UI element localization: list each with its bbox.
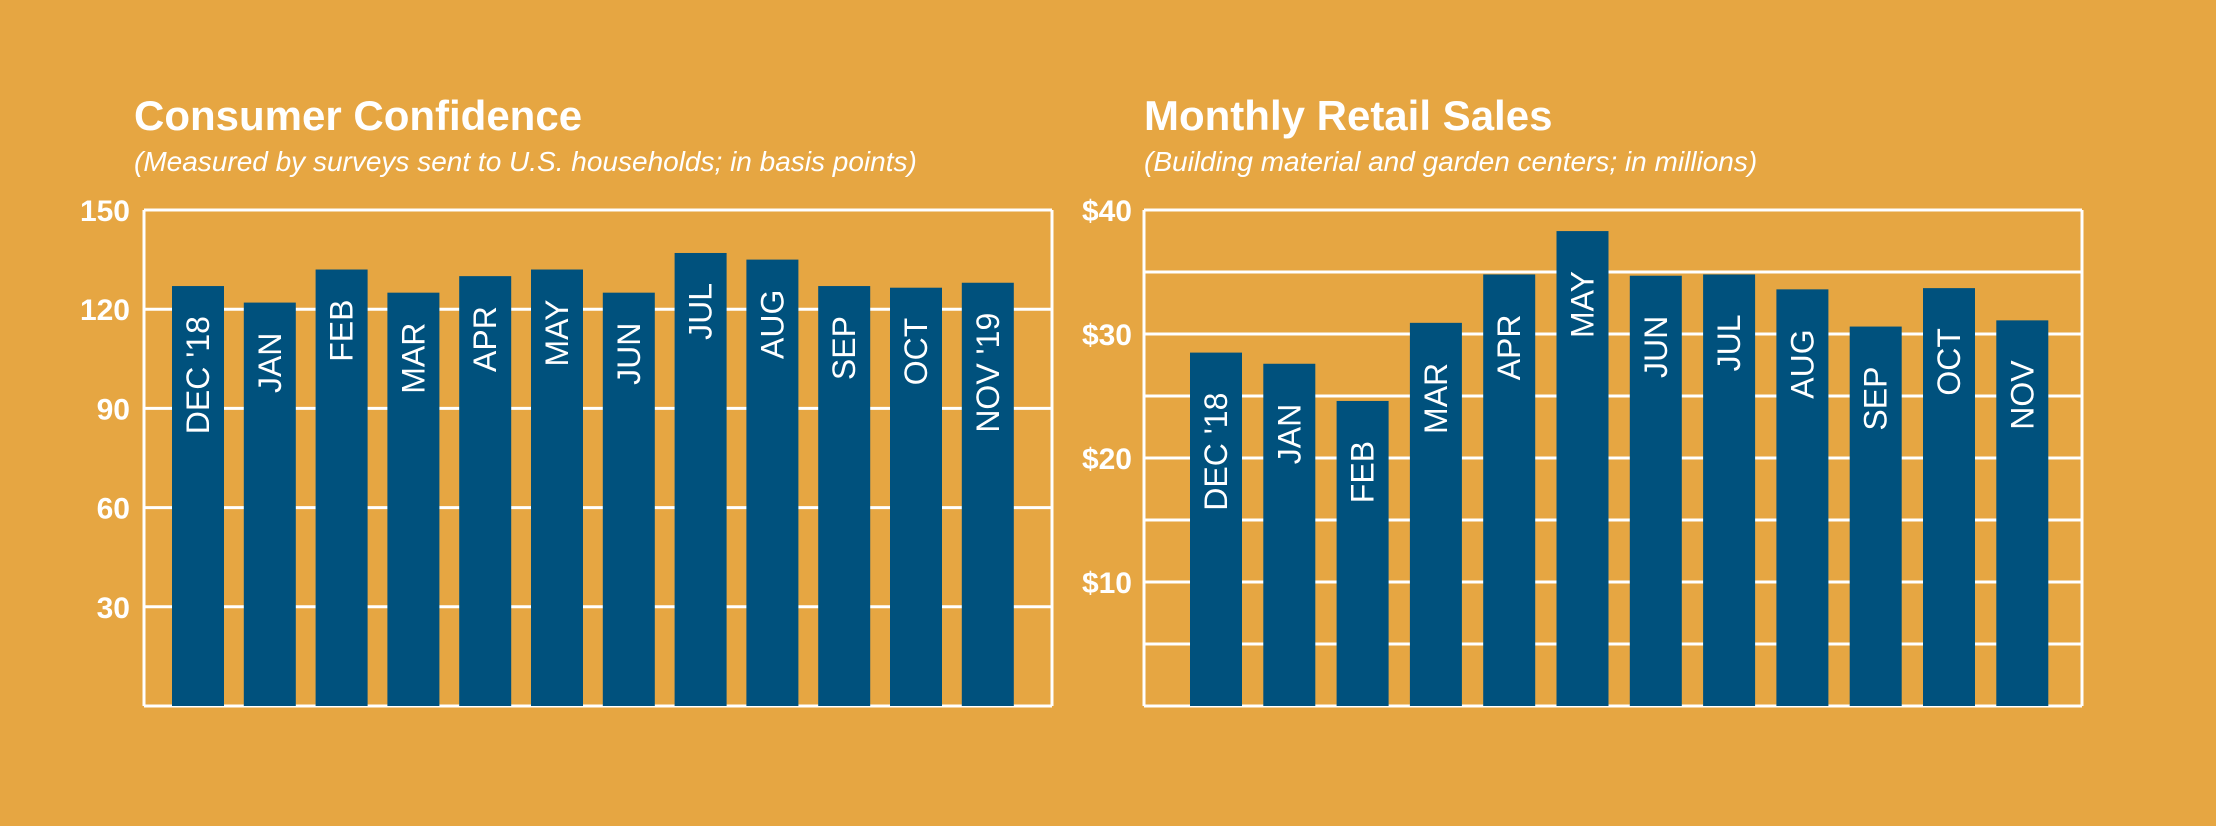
- y-tick-label: 90: [97, 393, 130, 426]
- y-tick-label: $40: [1082, 195, 1132, 228]
- bar: [387, 292, 440, 706]
- bar-category-label: MAR: [395, 323, 431, 394]
- bar-category-label: OCT: [898, 318, 934, 386]
- bar: [243, 302, 296, 706]
- bar-category-label: NOV '19: [970, 313, 1006, 433]
- chart-subtitle: (Measured by surveys sent to U.S. househ…: [134, 146, 917, 177]
- y-tick-label: 150: [80, 195, 130, 228]
- bar-category-label: SEP: [1858, 367, 1894, 431]
- bar: [459, 276, 512, 706]
- chart-title: Monthly Retail Sales: [1144, 92, 1553, 139]
- y-tick-label: 30: [97, 592, 130, 625]
- bar: [602, 292, 655, 706]
- bar-category-label: JAN: [1271, 404, 1307, 464]
- bar-category-label: OCT: [1931, 328, 1967, 396]
- bar: [1923, 288, 1975, 706]
- bar-category-label: MAY: [1565, 271, 1601, 338]
- bar: [1336, 400, 1389, 706]
- bar: [1629, 275, 1682, 706]
- bar: [674, 252, 727, 706]
- bar-category-label: FEB: [324, 300, 360, 362]
- bar-category-label: JUN: [611, 323, 647, 385]
- bar: [1556, 231, 1609, 706]
- bar: [1409, 322, 1462, 706]
- bar-category-label: MAY: [539, 300, 575, 367]
- bar-category-label: AUG: [754, 290, 790, 359]
- bar: [315, 269, 368, 706]
- bar: [1996, 320, 2049, 706]
- bar-category-label: JUL: [683, 283, 719, 340]
- bar: [1776, 289, 1829, 706]
- bar: [1263, 363, 1316, 706]
- y-tick-label: 120: [80, 294, 130, 327]
- bar: [172, 286, 224, 706]
- y-tick-label: $20: [1082, 443, 1132, 476]
- bar-category-label: APR: [467, 306, 503, 372]
- bar: [746, 259, 799, 706]
- bar: [531, 269, 583, 706]
- y-tick-label: 60: [97, 493, 130, 526]
- chart-subtitle: (Building material and garden centers; i…: [1144, 146, 1758, 177]
- bar-category-label: FEB: [1345, 441, 1381, 503]
- bar: [1703, 274, 1756, 706]
- bar-category-label: JUN: [1638, 316, 1674, 378]
- y-tick-label: $10: [1082, 567, 1132, 600]
- bar-category-label: DEC '18: [1198, 393, 1234, 511]
- bar: [1483, 274, 1536, 706]
- bar: [818, 286, 871, 706]
- bar: [890, 287, 942, 706]
- bar: [1190, 352, 1242, 706]
- bar-category-label: NOV: [2004, 360, 2040, 430]
- bar-category-label: DEC '18: [180, 316, 216, 434]
- bar-category-label: APR: [1491, 314, 1527, 380]
- chart-title: Consumer Confidence: [134, 92, 583, 139]
- bar: [961, 282, 1014, 706]
- y-tick-label: $30: [1082, 319, 1132, 352]
- bar-category-label: SEP: [826, 316, 862, 380]
- bar-category-label: AUG: [1784, 329, 1820, 398]
- bar-category-label: MAR: [1418, 363, 1454, 434]
- bar-category-label: JAN: [252, 333, 288, 393]
- bar-category-label: JUL: [1711, 314, 1747, 371]
- bar: [1849, 326, 1902, 706]
